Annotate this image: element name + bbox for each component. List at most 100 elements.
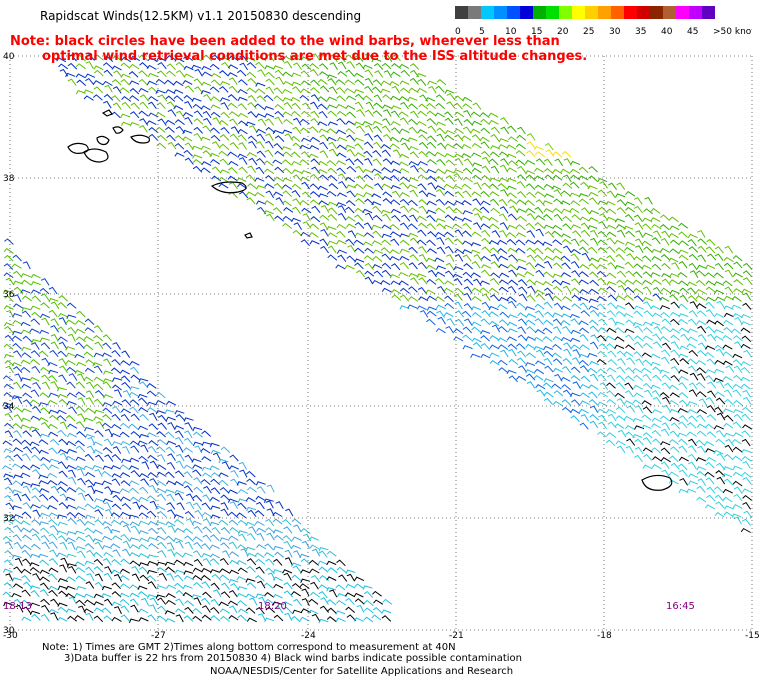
wind-barb xyxy=(509,205,519,214)
wind-barb xyxy=(74,369,85,375)
wind-barb xyxy=(643,301,652,309)
wind-barb xyxy=(661,278,671,286)
wind-barb xyxy=(48,431,59,437)
wind-barb xyxy=(490,272,501,279)
wind-barb xyxy=(625,270,635,278)
wind-barb xyxy=(173,95,184,102)
wind-barb xyxy=(381,262,392,270)
wind-barb xyxy=(553,390,564,397)
wind-barb xyxy=(695,381,706,389)
wind-barb xyxy=(482,156,491,165)
wind-barb xyxy=(291,217,302,223)
wind-barb xyxy=(533,145,544,151)
wind-barb xyxy=(508,375,518,383)
wind-barb xyxy=(336,167,346,175)
wind-barb xyxy=(570,224,582,229)
wind-barb xyxy=(146,510,157,518)
wind-barb xyxy=(284,612,293,621)
wind-barb xyxy=(227,72,238,78)
wind-barb xyxy=(157,597,167,605)
wind-barb xyxy=(615,295,626,301)
colorbar-swatch xyxy=(533,6,546,19)
wind-barb xyxy=(479,287,490,294)
wind-barb xyxy=(272,65,283,70)
wind-barb xyxy=(606,367,617,373)
wind-barb xyxy=(409,110,419,119)
wind-barb xyxy=(292,198,302,206)
wind-barb xyxy=(481,229,491,238)
wind-barb xyxy=(48,567,59,573)
wind-barb xyxy=(472,207,482,214)
wind-barb xyxy=(732,455,743,462)
wind-barb xyxy=(138,407,149,413)
wind-barb xyxy=(218,458,229,464)
wind-barb xyxy=(21,352,32,359)
wind-barb xyxy=(102,498,113,503)
wind-barb xyxy=(211,175,222,182)
wind-barb xyxy=(614,264,625,270)
wind-barb xyxy=(76,361,87,367)
wind-barb xyxy=(183,570,194,575)
wind-barb xyxy=(417,110,428,117)
wind-barb xyxy=(400,87,411,94)
colorbar-tick-label: 40 xyxy=(661,27,673,37)
wind-barb xyxy=(39,287,50,295)
wind-barb xyxy=(227,600,238,606)
wind-barb xyxy=(544,287,554,295)
wind-barb xyxy=(624,382,634,390)
wind-barb xyxy=(552,273,563,278)
wind-barb xyxy=(327,232,338,238)
pass-time-labels: 18:13 18:20 16:45 xyxy=(3,601,695,612)
wind-barb xyxy=(623,312,634,318)
wind-barb xyxy=(93,86,103,94)
wind-barb xyxy=(380,247,391,254)
wind-barb xyxy=(282,518,292,526)
wind-barb xyxy=(553,189,563,197)
lon-tick-label: -21 xyxy=(449,631,464,641)
wind-barb xyxy=(93,615,104,623)
wind-barb xyxy=(399,117,409,125)
wind-barb xyxy=(174,119,185,126)
wind-barb xyxy=(633,305,645,310)
wind-barb xyxy=(490,145,501,150)
wind-barb xyxy=(391,190,401,199)
wind-barb xyxy=(326,96,337,101)
wind-barb xyxy=(470,111,481,118)
wind-barb xyxy=(544,247,555,254)
wind-barb xyxy=(633,279,643,286)
wind-barb xyxy=(282,190,292,198)
wind-barb xyxy=(542,336,553,342)
wind-barb xyxy=(120,496,131,502)
wind-barb xyxy=(256,56,267,61)
wind-barb xyxy=(328,141,338,150)
wind-barb xyxy=(110,490,121,495)
wind-barb xyxy=(427,269,437,278)
wind-barb xyxy=(526,381,536,389)
wind-barb xyxy=(599,213,609,221)
wind-barb xyxy=(158,550,167,558)
wind-barb xyxy=(705,369,716,374)
wind-barb xyxy=(119,422,130,429)
wind-barb xyxy=(389,81,400,87)
wind-barb xyxy=(733,486,743,494)
wind-barb xyxy=(57,481,68,487)
wind-barb xyxy=(669,430,679,438)
wind-barb xyxy=(338,173,348,181)
wind-barb xyxy=(597,264,608,270)
wind-barb xyxy=(336,202,347,207)
wind-barb xyxy=(553,326,562,335)
wind-barb xyxy=(138,504,149,511)
wind-barb xyxy=(58,358,67,366)
wind-barb xyxy=(705,477,715,485)
wind-barb xyxy=(427,80,438,85)
wind-barb xyxy=(534,318,544,326)
wind-barb xyxy=(13,474,24,479)
wind-barb xyxy=(569,392,580,397)
wind-barb xyxy=(660,311,671,318)
wind-barb xyxy=(697,334,707,342)
wind-barb xyxy=(687,409,698,414)
wind-barb xyxy=(167,109,177,117)
wind-barb xyxy=(48,375,58,383)
wind-barb xyxy=(470,128,481,134)
wind-barb xyxy=(112,400,123,406)
